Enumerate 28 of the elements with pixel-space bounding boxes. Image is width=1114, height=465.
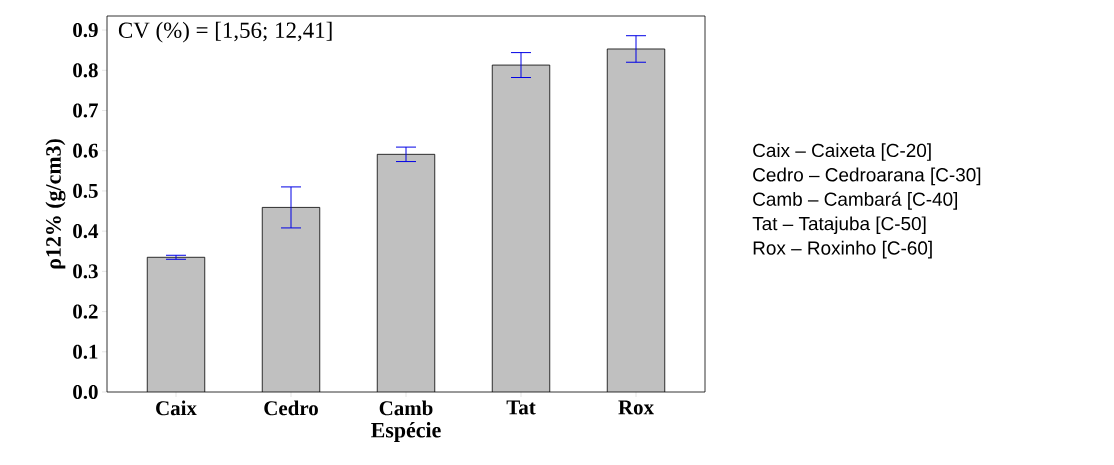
x-tick-label: Camb xyxy=(379,400,433,416)
y-tick-label: 0.3 xyxy=(73,264,98,279)
x-tick-label: Caix xyxy=(156,400,197,416)
annotation: CV (%) = [1,56; 12,41] xyxy=(118,21,332,43)
y-tick-label: 0.2 xyxy=(73,304,98,319)
y-tick-label: 0.1 xyxy=(73,344,98,359)
y-tick-label: 0.9 xyxy=(73,22,98,38)
bar xyxy=(146,256,206,392)
y-tick-label: 0.0 xyxy=(73,384,98,400)
x-tick-label: Cedro xyxy=(264,400,318,416)
text: Camb – Cambará [C-40] xyxy=(753,191,958,210)
x-axis-title: Espécie xyxy=(371,422,441,442)
y-tick-label: 0.4 xyxy=(73,224,99,239)
y-tick-label: 0.6 xyxy=(73,143,98,158)
text: Rox – Roxinho [C-60] xyxy=(753,240,932,259)
x-tick-label: Tat xyxy=(506,400,536,415)
bar xyxy=(491,64,551,392)
text: Cedro – Cedroarana [C-30] xyxy=(753,167,981,186)
y-tick-label: 0.5 xyxy=(73,183,98,199)
bar xyxy=(261,207,321,392)
y-tick-label: 0.7 xyxy=(73,103,98,118)
text: Caix – Caixeta [C-20] xyxy=(753,143,931,161)
y-axis-title: ρ12% (g/cm3) xyxy=(45,139,66,269)
bar xyxy=(376,153,436,392)
x-tick-label: Rox xyxy=(618,400,654,415)
text: Tat – Tatajuba [C-50] xyxy=(752,216,926,235)
y-tick-label: 0.8 xyxy=(73,63,98,78)
bar xyxy=(606,48,666,392)
